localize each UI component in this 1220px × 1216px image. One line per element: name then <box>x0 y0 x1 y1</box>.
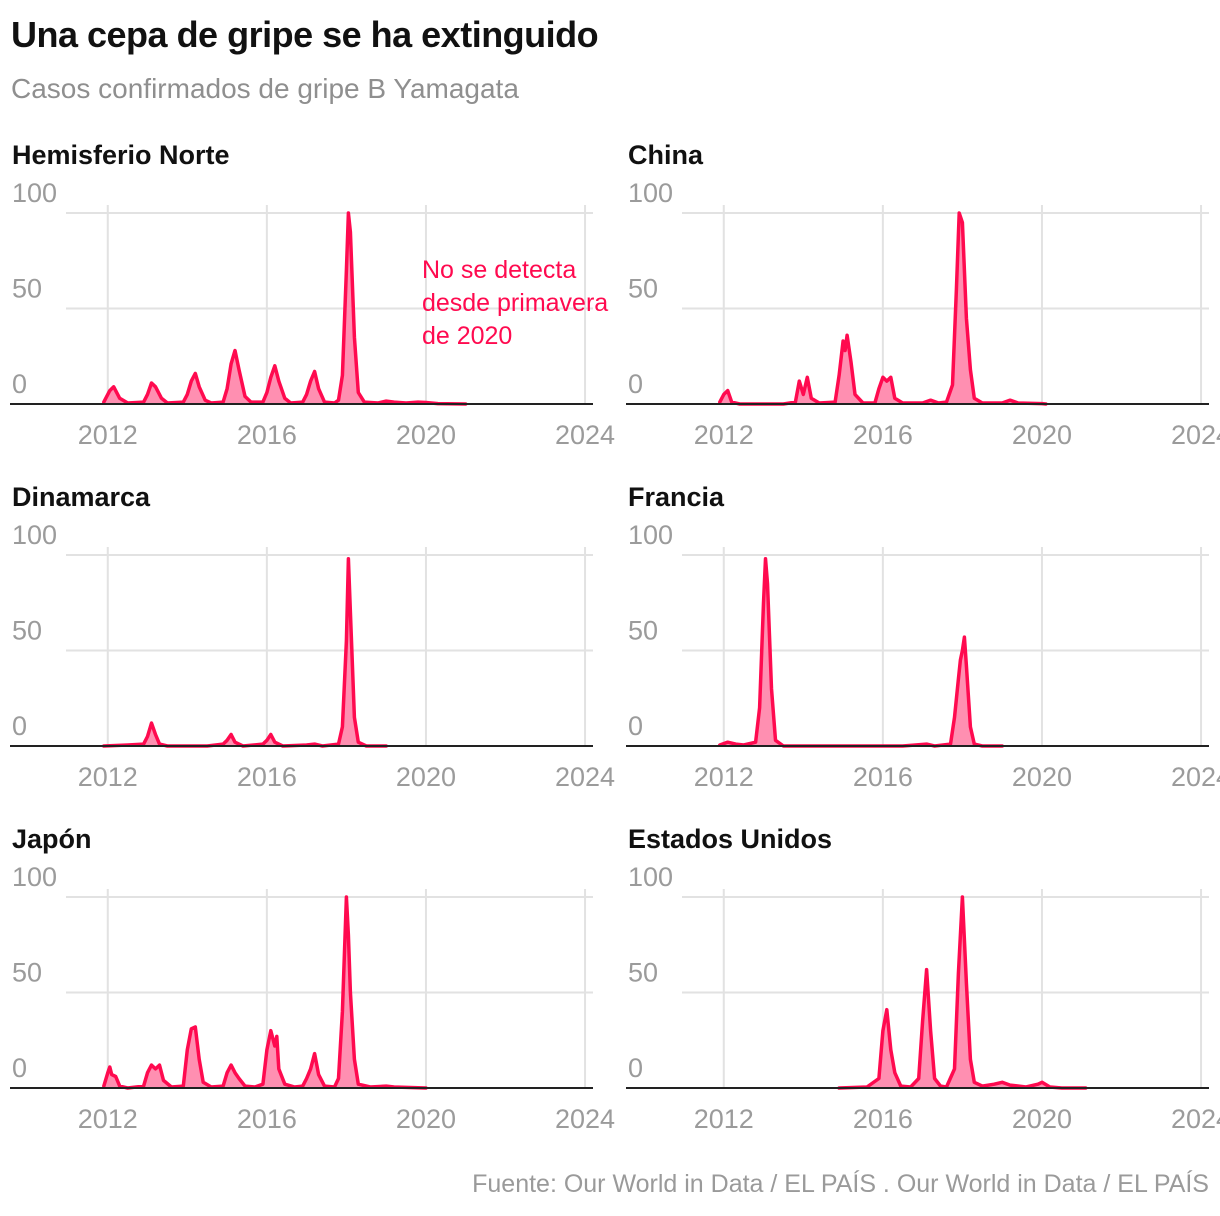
panel-title: Dinamarca <box>12 482 151 512</box>
y-tick-label: 50 <box>12 274 42 304</box>
x-tick-label: 2020 <box>1012 420 1072 450</box>
chart-panel: Estados Unidos 0 50 100 2012 2016 2020 2024 <box>626 824 1220 1134</box>
y-tick-label: 0 <box>12 711 27 741</box>
y-tick-label: 50 <box>628 616 658 646</box>
x-tick-label: 2016 <box>853 762 913 792</box>
series-line <box>102 557 388 748</box>
y-tick-label: 100 <box>12 178 57 208</box>
panel-title: Francia <box>628 482 725 512</box>
series-line <box>837 895 1088 1090</box>
x-tick-label: 2024 <box>1171 420 1220 450</box>
x-tick-label: 2024 <box>555 762 615 792</box>
panel-title: China <box>628 140 704 170</box>
y-tick-label: 50 <box>12 958 42 988</box>
y-tick-label: 0 <box>628 711 643 741</box>
x-tick-label: 2020 <box>1012 1104 1072 1134</box>
y-tick-label: 100 <box>12 862 57 892</box>
panel-title: Japón <box>12 824 92 854</box>
annotation-text: desde primavera <box>422 289 608 317</box>
chart-panel: China 0 50 100 2012 2016 2020 2024 <box>626 140 1220 450</box>
chart-panel: Francia 0 50 100 2012 2016 2020 2024 <box>626 482 1220 792</box>
x-tick-label: 2012 <box>78 762 138 792</box>
chart-panel: Hemisferio Norte 0 50 100 2012 2016 2020 2024 No… <box>10 140 615 450</box>
x-tick-label: 2012 <box>694 420 754 450</box>
x-tick-label: 2016 <box>853 420 913 450</box>
y-tick-label: 100 <box>628 178 673 208</box>
x-tick-label: 2016 <box>853 1104 913 1134</box>
y-tick-label: 50 <box>628 958 658 988</box>
y-tick-label: 100 <box>12 520 57 550</box>
series-area <box>839 897 1086 1088</box>
chart-subtitle: Casos confirmados de gripe B Yamagata <box>11 73 519 104</box>
x-tick-label: 2012 <box>694 762 754 792</box>
chart-panel: Dinamarca 0 50 100 2012 2016 2020 2024 <box>10 482 615 792</box>
panel-title: Hemisferio Norte <box>12 140 230 170</box>
y-tick-label: 0 <box>12 1053 27 1083</box>
y-tick-label: 0 <box>628 369 643 399</box>
series-line <box>102 211 468 406</box>
x-tick-label: 2020 <box>1012 762 1072 792</box>
x-tick-label: 2024 <box>555 1104 615 1134</box>
x-tick-label: 2020 <box>396 762 456 792</box>
series-area <box>719 213 1046 404</box>
y-tick-label: 100 <box>628 520 673 550</box>
x-tick-label: 2024 <box>1171 1104 1220 1134</box>
x-tick-label: 2012 <box>78 420 138 450</box>
chart-panel: Japón 0 50 100 2012 2016 2020 2024 <box>10 824 615 1134</box>
x-tick-label: 2016 <box>237 1104 297 1134</box>
x-tick-label: 2016 <box>237 420 297 450</box>
x-tick-label: 2012 <box>694 1104 754 1134</box>
series-line <box>102 895 428 1090</box>
source-note: Fuente: Our World in Data / EL PAÍS . Ou… <box>472 1170 1209 1198</box>
y-tick-label: 50 <box>12 616 42 646</box>
x-tick-label: 2024 <box>555 420 615 450</box>
y-tick-label: 100 <box>628 862 673 892</box>
series-line <box>718 211 1048 406</box>
y-tick-label: 50 <box>628 274 658 304</box>
x-tick-label: 2012 <box>78 1104 138 1134</box>
x-tick-label: 2016 <box>237 762 297 792</box>
chart-title: Una cepa de gripe se ha extinguido <box>11 14 599 55</box>
x-tick-label: 2020 <box>396 420 456 450</box>
y-tick-label: 0 <box>12 369 27 399</box>
annotation-text: No se detecta <box>422 256 576 284</box>
annotation-text: de 2020 <box>422 322 512 350</box>
x-tick-label: 2024 <box>1171 762 1220 792</box>
y-tick-label: 0 <box>628 1053 643 1083</box>
x-tick-label: 2020 <box>396 1104 456 1134</box>
panel-title: Estados Unidos <box>628 824 832 854</box>
